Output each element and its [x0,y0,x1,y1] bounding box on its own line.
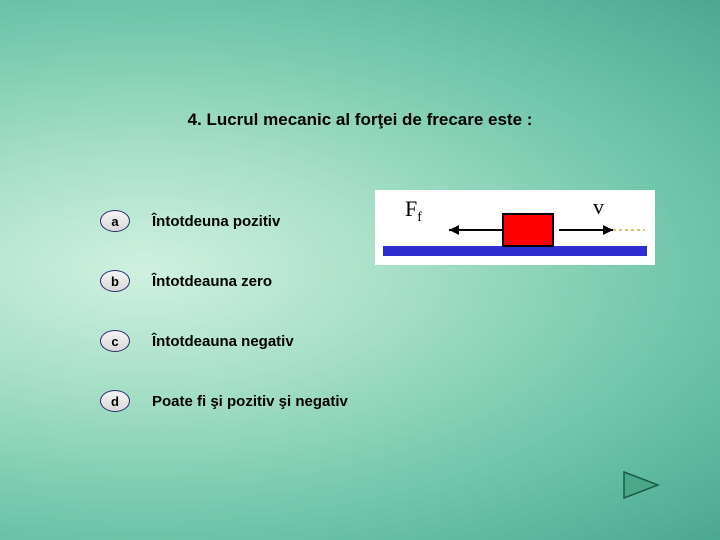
option-badge-c: c [100,330,130,352]
option-text-b: Întotdeauna zero [152,273,272,290]
option-c[interactable]: c Întotdeauna negativ [100,330,500,352]
option-badge-a: a [100,210,130,232]
option-d[interactable]: d Poate fi şi pozitiv şi negativ [100,390,500,412]
option-b[interactable]: b Întotdeauna zero [100,270,500,292]
svg-text:Ff: Ff [405,196,422,225]
option-badge-d: d [100,390,130,412]
physics-diagram: Ff v [375,190,655,265]
option-badge-b: b [100,270,130,292]
option-text-d: Poate fi şi pozitiv şi negativ [152,393,348,410]
option-text-c: Întotdeauna negativ [152,333,294,350]
svg-text:v: v [593,194,604,219]
next-button[interactable] [622,470,660,505]
question-title: 4. Lucrul mecanic al forţei de frecare e… [0,110,720,130]
option-text-a: Întotdeuna pozitiv [152,213,280,230]
